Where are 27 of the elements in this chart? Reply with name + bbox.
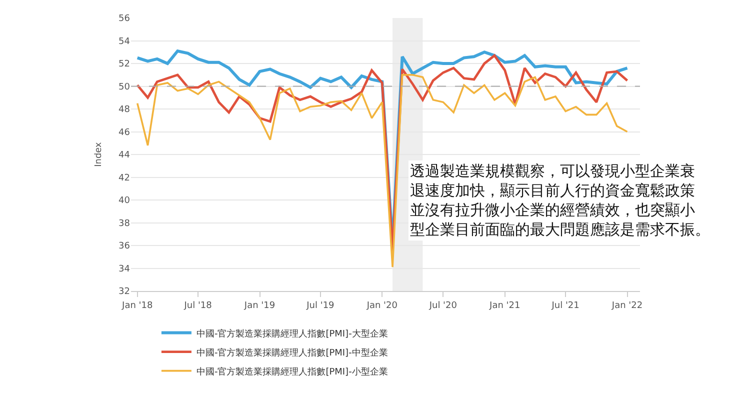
legend-label: 中國-官方製造業採購經理人指數[PMI]-大型企業 bbox=[196, 328, 388, 340]
y-tick-label: 34 bbox=[118, 264, 130, 274]
y-tick-label: 44 bbox=[118, 150, 130, 161]
x-tick-label: Jan '19 bbox=[243, 300, 276, 311]
legend-label: 中國-官方製造業採購經理人指數[PMI]-小型企業 bbox=[196, 366, 388, 378]
x-tick-label: Jul '18 bbox=[183, 300, 212, 311]
y-axis-title: Index bbox=[94, 141, 104, 167]
legend-label: 中國-官方製造業採購經理人指數[PMI]-中型企業 bbox=[196, 347, 388, 358]
y-tick-label: 42 bbox=[118, 173, 130, 184]
x-tick-label: Jan '21 bbox=[488, 300, 520, 311]
y-tick-label: 54 bbox=[118, 36, 130, 47]
y-tick-label: 36 bbox=[118, 242, 130, 252]
y-tick-label: 50 bbox=[118, 82, 130, 92]
annotation: 透過製造業規模觀察，可以發現小型企業衰退速度加快，顯示目前人行的資金寬鬆政策並沒有拉升微小企業的經營績效，也突顯小型企業目前面臨的最大問題應該是需求不振。 bbox=[410, 162, 710, 238]
x-tick-label: Jul '21 bbox=[550, 300, 580, 311]
x-tick-label: Jul '20 bbox=[428, 300, 458, 311]
y-tick-label: 56 bbox=[118, 14, 130, 24]
x-tick-label: Jan '22 bbox=[610, 300, 643, 311]
x-tick-label: Jan '18 bbox=[121, 300, 153, 311]
y-tick-label: 48 bbox=[118, 105, 130, 116]
x-tick-label: Jan '20 bbox=[366, 300, 398, 311]
y-tick-label: 52 bbox=[118, 60, 130, 70]
y-tick-label: 32 bbox=[118, 287, 130, 298]
y-tick-label: 46 bbox=[118, 128, 130, 138]
x-tick-label: Jul '19 bbox=[306, 300, 335, 311]
y-tick-label: 38 bbox=[118, 218, 130, 229]
y-tick-label: 40 bbox=[118, 196, 130, 206]
